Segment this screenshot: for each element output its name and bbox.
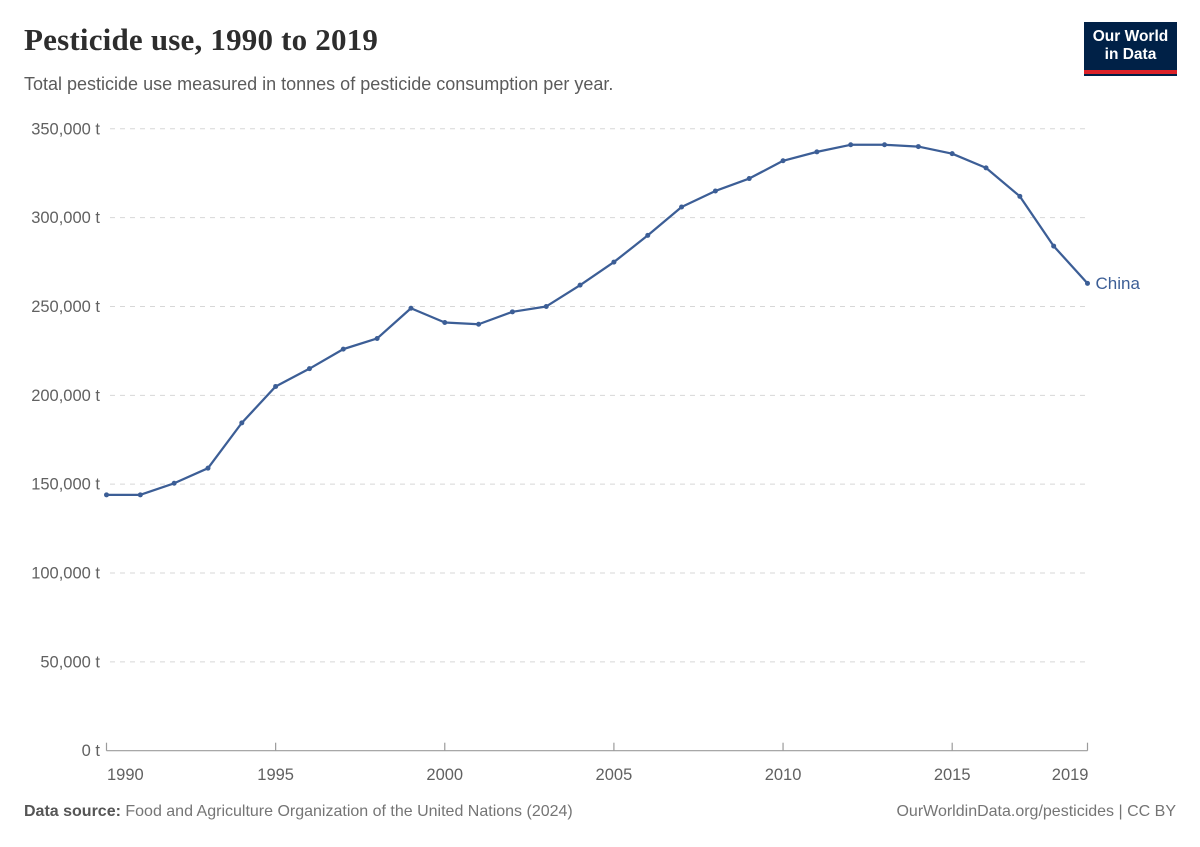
data-point[interactable] — [1017, 193, 1023, 199]
data-point[interactable] — [239, 420, 245, 426]
data-point[interactable] — [1085, 280, 1090, 286]
data-point[interactable] — [104, 492, 109, 498]
page-title: Pesticide use, 1990 to 2019 — [24, 22, 379, 57]
data-point[interactable] — [780, 158, 786, 164]
data-point[interactable] — [814, 149, 820, 155]
y-axis-tick-label: 0 t — [82, 742, 101, 760]
owid-logo[interactable]: Our World in Data — [1084, 22, 1177, 76]
owid-logo-text-line1: Our World — [1092, 28, 1169, 45]
x-axis-tick-label: 2019 — [1052, 766, 1089, 784]
series-end-label: China — [1096, 274, 1141, 293]
y-axis-tick-label: 50,000 t — [40, 653, 100, 671]
y-axis-tick-label: 100,000 t — [31, 565, 100, 583]
x-axis-tick-label: 2010 — [765, 766, 802, 784]
y-axis-tick-label: 300,000 t — [31, 209, 100, 227]
data-point[interactable] — [645, 232, 651, 238]
data-point[interactable] — [882, 142, 888, 148]
data-point[interactable] — [915, 144, 921, 150]
data-point[interactable] — [374, 335, 380, 341]
data-point[interactable] — [746, 176, 752, 182]
chart-subtitle: Total pesticide use measured in tonnes o… — [24, 74, 614, 94]
x-axis-tick-label: 2005 — [596, 766, 633, 784]
y-axis-tick-label: 250,000 t — [31, 298, 100, 316]
data-point[interactable] — [205, 465, 211, 471]
data-point[interactable] — [577, 282, 583, 288]
y-axis-tick-label: 350,000 t — [31, 120, 100, 138]
y-axis-tick-label: 200,000 t — [31, 387, 100, 405]
chart-footer: Data source: Food and Agriculture Organi… — [24, 803, 1176, 821]
data-point[interactable] — [442, 319, 448, 325]
data-line[interactable] — [105, 143, 1089, 496]
owid-logo-text-line2: in Data — [1104, 46, 1157, 63]
data-point[interactable] — [340, 346, 346, 352]
data-point[interactable] — [712, 188, 718, 194]
data-point[interactable] — [306, 366, 312, 372]
data-point[interactable] — [983, 165, 989, 171]
data-point[interactable] — [611, 259, 617, 265]
data-source-note: Data source: Food and Agriculture Organi… — [24, 803, 573, 821]
data-point[interactable] — [1051, 243, 1057, 249]
data-point[interactable] — [679, 204, 685, 210]
x-axis-tick-label: 2015 — [934, 766, 971, 784]
owid-logo-red-stripe — [1084, 70, 1177, 74]
data-point[interactable] — [509, 309, 515, 315]
data-point[interactable] — [949, 151, 955, 157]
data-point[interactable] — [848, 142, 854, 148]
x-axis-tick-label: 2000 — [426, 766, 463, 784]
data-point[interactable] — [476, 321, 482, 327]
data-point[interactable] — [137, 492, 143, 498]
data-point[interactable] — [408, 305, 414, 311]
owid-url-license[interactable]: OurWorldinData.org/pesticides | CC BY — [896, 803, 1176, 820]
data-point[interactable] — [543, 303, 549, 309]
x-axis-tick-label: 1990 — [107, 766, 144, 784]
y-axis-tick-label: 150,000 t — [31, 476, 100, 494]
data-source-value: Food and Agriculture Organization of the… — [120, 803, 573, 820]
data-point[interactable] — [171, 480, 177, 486]
data-point[interactable] — [273, 383, 279, 389]
data-source-label: Data source: — [24, 803, 121, 820]
x-axis-tick-label: 1995 — [257, 766, 294, 784]
